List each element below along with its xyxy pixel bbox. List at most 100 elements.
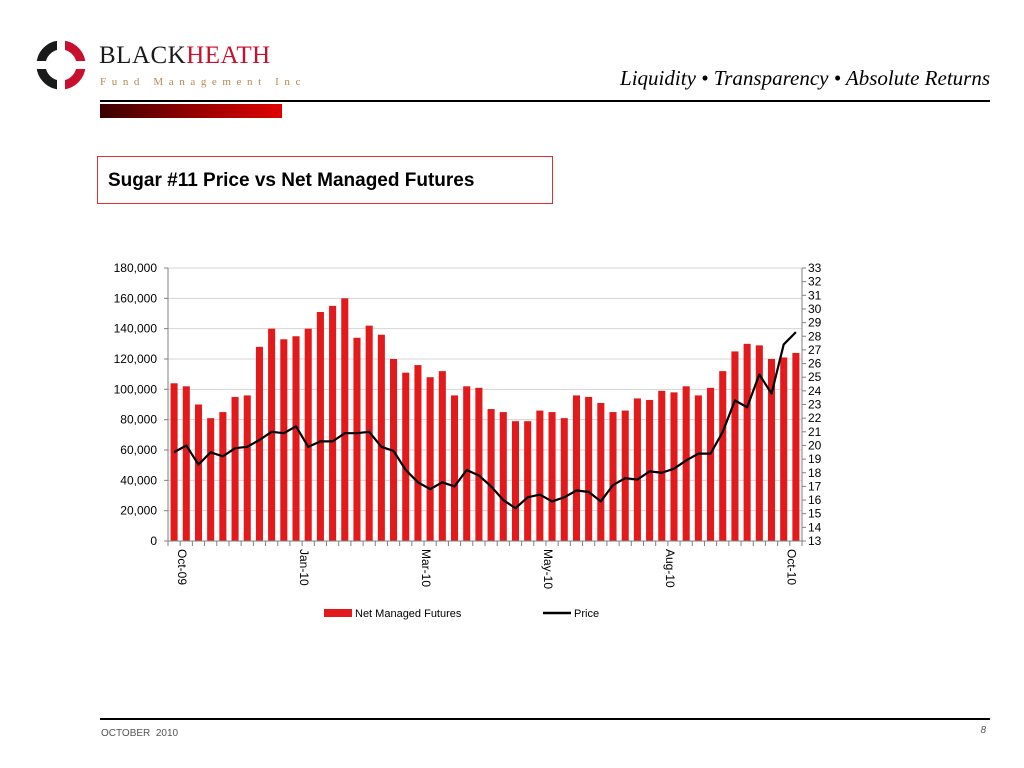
bar [194, 404, 203, 541]
x-tick-label: Jan-10 [297, 549, 311, 586]
bar [292, 336, 300, 541]
bar [548, 412, 556, 541]
bar [731, 351, 739, 541]
bar [511, 421, 520, 541]
brand-name-red: HEATH [186, 42, 271, 69]
bar [329, 305, 337, 541]
y-tick-label: 100,000 [114, 382, 158, 396]
bar [231, 396, 239, 541]
chart-title-box: Sugar #11 Price vs Net Managed Futures [97, 156, 553, 204]
y2-tick-label: 33 [808, 261, 822, 275]
bar [560, 418, 568, 541]
bar [719, 371, 727, 541]
y2-tick-label: 25 [808, 370, 822, 384]
x-tick-label: Mar-10 [419, 549, 433, 587]
y2-tick-label: 26 [808, 357, 822, 371]
y2-tick-label: 15 [808, 507, 822, 521]
bar [426, 377, 434, 541]
y-tick-label: 140,000 [114, 322, 158, 336]
bar [499, 412, 507, 541]
y-tick-label: 180,000 [114, 261, 158, 275]
header-accent-bar [100, 104, 282, 118]
bar [694, 395, 702, 541]
bar [475, 387, 483, 541]
legend-label-net-managed-futures: Net Managed Futures [355, 608, 462, 620]
y2-tick-label: 24 [808, 384, 822, 398]
bar [353, 337, 361, 541]
bar [316, 311, 324, 541]
y2-tick-label: 19 [808, 452, 822, 466]
bar [450, 395, 459, 541]
bar [755, 345, 763, 541]
y-tick-label: 60,000 [120, 443, 157, 457]
bar [743, 343, 751, 541]
y2-tick-label: 23 [808, 398, 822, 412]
y2-tick-label: 32 [808, 275, 822, 289]
y-tick-label: 120,000 [114, 352, 158, 366]
bar [255, 346, 263, 541]
bar [304, 328, 312, 541]
y2-tick-label: 27 [808, 343, 822, 357]
y2-tick-label: 31 [808, 288, 822, 302]
y2-tick-label: 20 [808, 438, 822, 452]
bar [207, 418, 215, 541]
bar [182, 386, 190, 541]
bar [597, 402, 605, 541]
page-number: 8 [980, 725, 986, 736]
bar [707, 387, 715, 541]
bar [780, 357, 788, 541]
legend-swatch-net-managed-futures [324, 609, 352, 617]
x-tick-label: May-10 [541, 549, 555, 589]
bar [609, 412, 617, 541]
x-tick-label: Oct-10 [785, 549, 799, 585]
brand-name-black: BLACK [99, 42, 187, 69]
price-line [173, 331, 797, 510]
footer-divider [100, 718, 990, 720]
bar [585, 396, 593, 541]
bar [524, 421, 532, 541]
legend-label-price: Price [574, 608, 599, 620]
bar [670, 392, 678, 541]
bar [572, 395, 580, 541]
bar [633, 398, 641, 541]
y-tick-label: 20,000 [120, 504, 157, 518]
bar [341, 298, 349, 541]
bar [280, 339, 288, 541]
bar [243, 395, 251, 541]
chart-title: Sugar #11 Price vs Net Managed Futures [108, 170, 475, 191]
y2-tick-label: 30 [808, 302, 822, 316]
y2-tick-label: 28 [808, 329, 822, 343]
bar [536, 410, 544, 541]
bar [219, 412, 227, 541]
x-tick-label: Oct-09 [175, 549, 189, 585]
blackheath-logo-icon [36, 40, 86, 90]
bar [268, 328, 276, 541]
header-tagline: Liquidity • Transparency • Absolute Retu… [620, 66, 990, 90]
y2-tick-label: 17 [808, 479, 822, 493]
bar [463, 386, 471, 541]
bar [621, 410, 629, 541]
y-tick-label: 0 [150, 534, 157, 548]
y2-tick-label: 18 [808, 466, 822, 480]
bar [487, 409, 495, 541]
footer-date: OCTOBER 2010 [101, 728, 179, 739]
bar [414, 365, 422, 541]
bar [170, 383, 178, 541]
brand-subtitle: Fund Management Inc [100, 76, 306, 88]
bar [767, 359, 776, 541]
bar [792, 352, 800, 541]
y2-tick-label: 29 [808, 316, 822, 330]
bar [402, 372, 410, 541]
header-divider [100, 100, 990, 102]
y2-tick-label: 14 [808, 520, 822, 534]
brand-name: BLACKHEATH [99, 43, 271, 68]
y-tick-label: 80,000 [120, 413, 157, 427]
bar [682, 386, 690, 541]
y2-tick-label: 16 [808, 493, 822, 507]
bar [658, 390, 666, 541]
y2-tick-label: 21 [808, 425, 822, 439]
y2-tick-label: 22 [808, 411, 822, 425]
bar [438, 371, 446, 541]
y-tick-label: 160,000 [114, 291, 158, 305]
